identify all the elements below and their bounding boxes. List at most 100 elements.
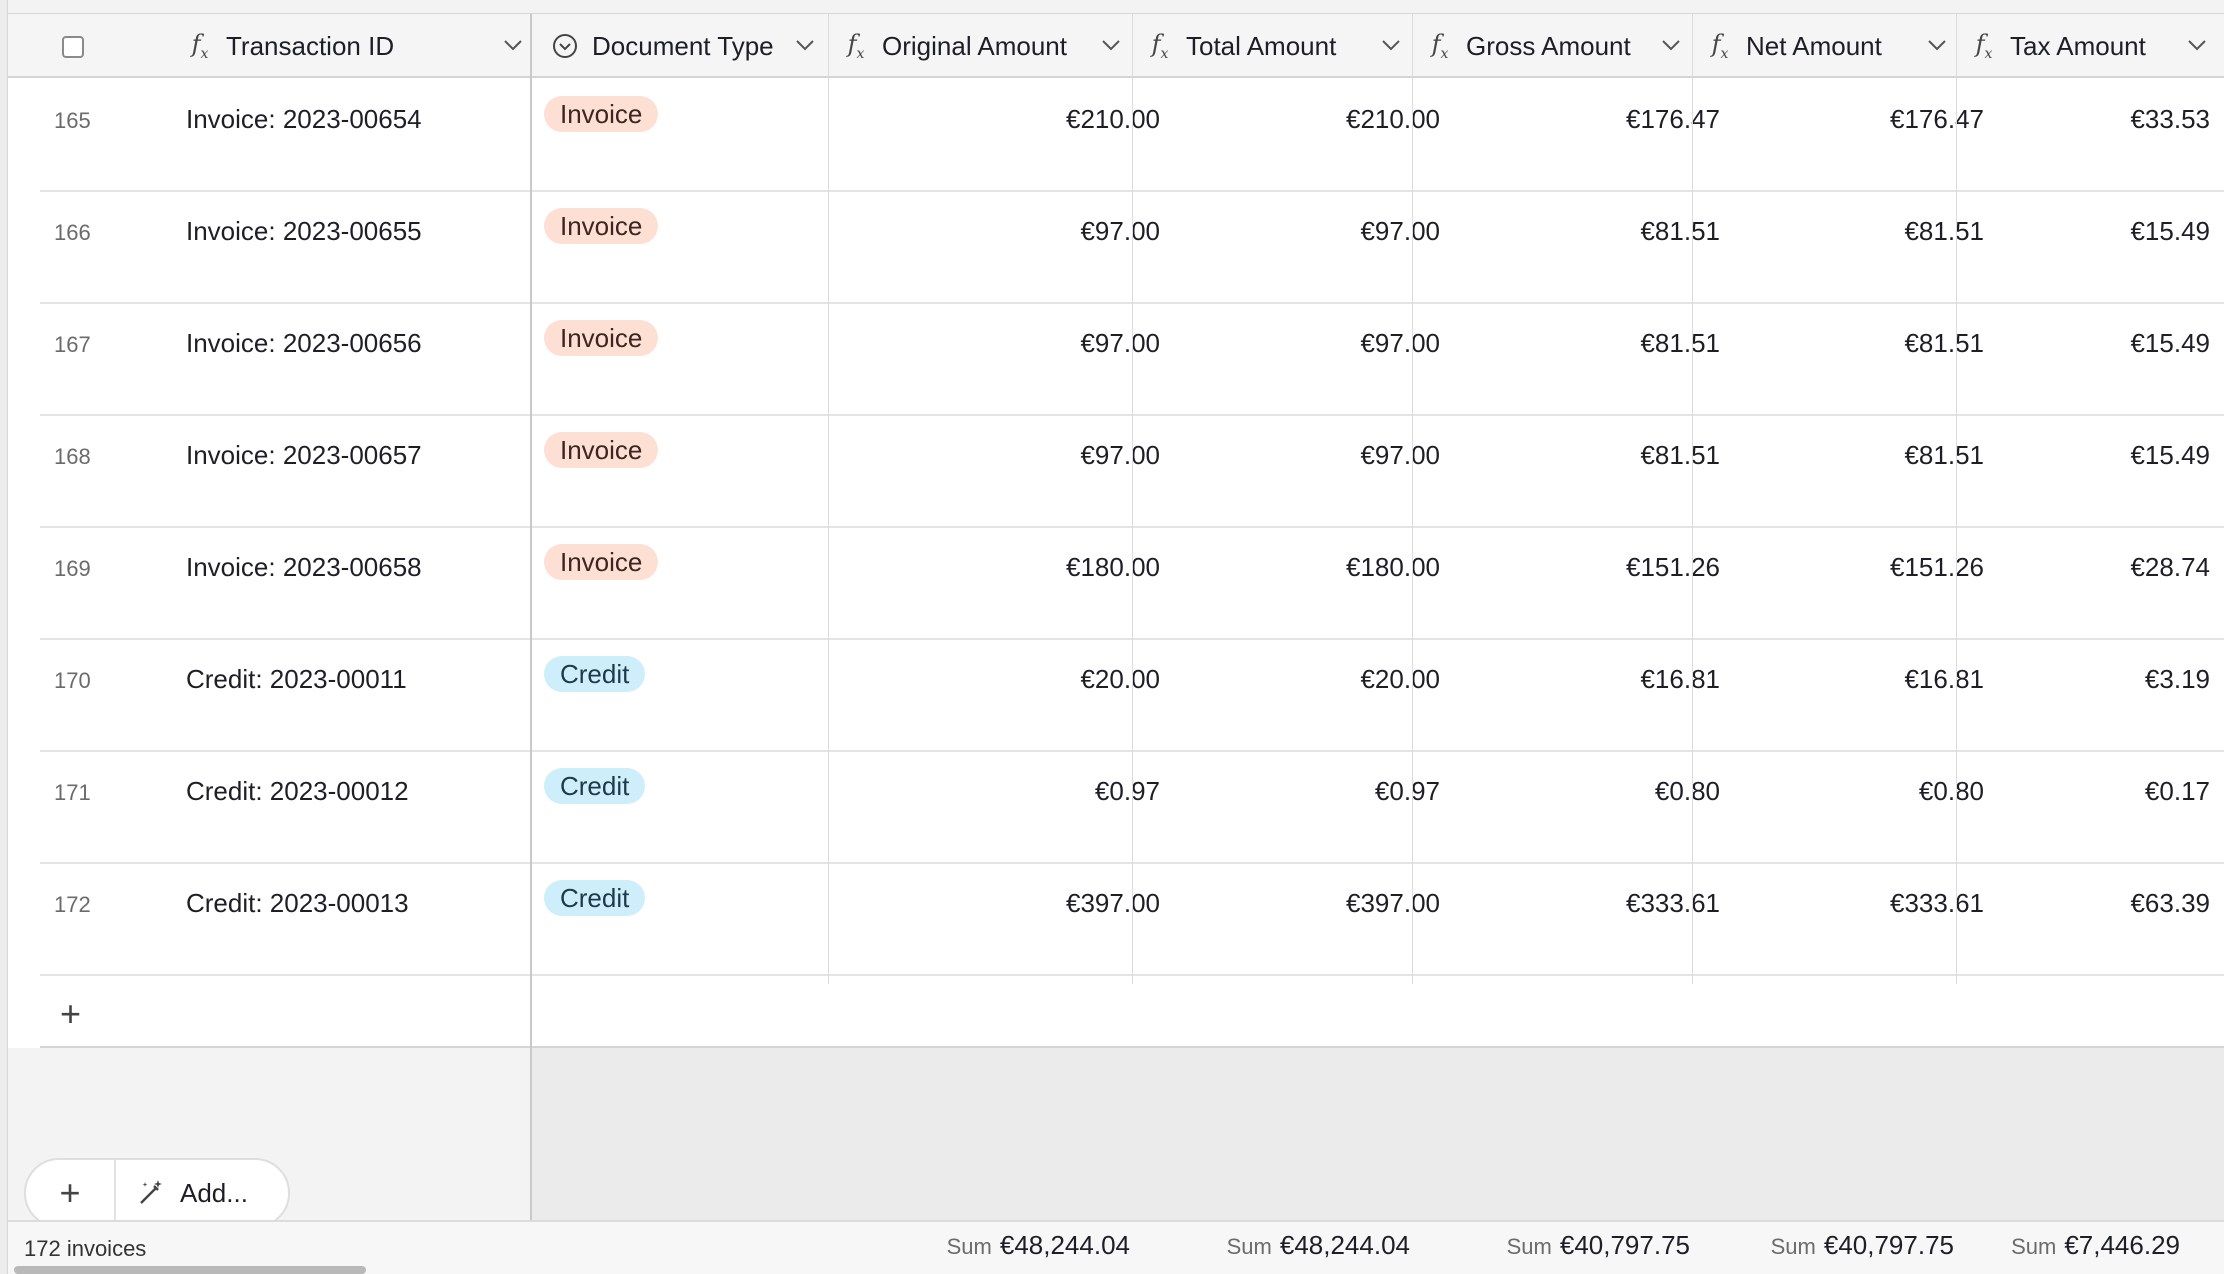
transaction-id-cell[interactable]: Credit: 2023-00012	[186, 776, 409, 806]
sum-tax-amount[interactable]: Sum €7,446.29	[2011, 1230, 2180, 1261]
sum-gross-amount[interactable]: Sum €40,797.75	[1507, 1230, 1690, 1261]
original-amount-cell[interactable]: €20.00	[1080, 664, 1160, 694]
column-header-net-amount[interactable]: fx Net Amount	[1706, 14, 1964, 78]
gross-amount-cell[interactable]: €333.61	[1626, 888, 1720, 918]
transaction-id-cell[interactable]: Invoice: 2023-00658	[186, 552, 422, 582]
total-amount-cell[interactable]: €97.00	[1360, 328, 1440, 358]
total-amount-cell[interactable]: €0.97	[1374, 776, 1440, 806]
formula-icon: fx	[1431, 30, 1449, 62]
row-number: 172	[54, 892, 91, 917]
transaction-id-cell[interactable]: Credit: 2023-00011	[186, 664, 407, 694]
total-amount-cell[interactable]: €97.00	[1360, 440, 1440, 470]
sum-value: €7,446.29	[2064, 1230, 2180, 1260]
original-amount-cell[interactable]: €180.00	[1066, 552, 1160, 582]
tax-amount-cell[interactable]: €3.19	[2144, 664, 2210, 694]
column-divider	[1412, 14, 1413, 984]
formula-icon: fx	[847, 30, 865, 62]
document-type-pill[interactable]: Invoice	[544, 432, 659, 468]
chevron-down-icon[interactable]	[794, 34, 816, 56]
document-type-pill[interactable]: Invoice	[544, 320, 659, 356]
document-type-pill[interactable]: Credit	[544, 880, 646, 916]
column-header-label: Tax Amount	[2010, 30, 2146, 61]
tax-amount-cell[interactable]: €33.53	[2130, 104, 2210, 134]
chevron-down-icon[interactable]	[1380, 34, 1402, 56]
gross-amount-cell[interactable]: €16.81	[1640, 664, 1720, 694]
plus-icon[interactable]: +	[60, 993, 82, 1034]
column-header-total-amount[interactable]: fx Total Amount	[1146, 14, 1418, 78]
top-border	[0, 0, 2224, 14]
horizontal-scrollbar[interactable]	[14, 1266, 366, 1274]
tax-amount-cell[interactable]: €0.17	[2144, 776, 2210, 806]
sum-value: €48,244.04	[1279, 1230, 1410, 1260]
column-divider	[1956, 14, 1957, 984]
sum-net-amount[interactable]: Sum €40,797.75	[1771, 1230, 1954, 1261]
sum-label: Sum	[1770, 1234, 1816, 1259]
document-type-pill[interactable]: Invoice	[544, 544, 659, 580]
net-amount-cell[interactable]: €151.26	[1890, 552, 1984, 582]
tax-amount-cell[interactable]: €28.74	[2130, 552, 2210, 582]
add-record-button[interactable]: +	[59, 1172, 81, 1213]
gross-amount-cell[interactable]: €81.51	[1640, 440, 1720, 470]
net-amount-cell[interactable]: €81.51	[1904, 328, 1984, 358]
original-amount-cell[interactable]: €0.97	[1094, 776, 1160, 806]
transaction-id-cell[interactable]: Invoice: 2023-00654	[186, 104, 422, 134]
tax-amount-cell[interactable]: €15.49	[2130, 216, 2210, 246]
gross-amount-cell[interactable]: €81.51	[1640, 216, 1720, 246]
gross-amount-cell[interactable]: €151.26	[1626, 552, 1720, 582]
original-amount-cell[interactable]: €210.00	[1066, 104, 1160, 134]
column-header-gross-amount[interactable]: fx Gross Amount	[1426, 14, 1698, 78]
total-amount-cell[interactable]: €180.00	[1346, 552, 1440, 582]
chevron-down-icon[interactable]	[502, 34, 524, 56]
column-header-tax-amount[interactable]: fx Tax Amount	[1970, 14, 2224, 78]
sum-value: €48,244.04	[999, 1230, 1130, 1260]
gross-amount-cell[interactable]: €81.51	[1640, 328, 1720, 358]
original-amount-cell[interactable]: €397.00	[1066, 888, 1160, 918]
single-select-icon	[553, 34, 577, 58]
net-amount-cell[interactable]: €81.51	[1904, 216, 1984, 246]
column-divider	[1132, 14, 1133, 984]
total-amount-cell[interactable]: €20.00	[1360, 664, 1440, 694]
tax-amount-cell[interactable]: €15.49	[2130, 440, 2210, 470]
gross-amount-cell[interactable]: €176.47	[1626, 104, 1720, 134]
gross-amount-cell[interactable]: €0.80	[1654, 776, 1720, 806]
original-amount-cell[interactable]: €97.00	[1080, 216, 1160, 246]
add-record-left	[40, 984, 532, 1048]
document-type-pill[interactable]: Invoice	[544, 96, 659, 132]
document-type-pill[interactable]: Credit	[544, 768, 646, 804]
transaction-id-cell[interactable]: Invoice: 2023-00655	[186, 216, 422, 246]
chevron-down-icon[interactable]	[1926, 34, 1948, 56]
tax-amount-cell[interactable]: €15.49	[2130, 328, 2210, 358]
total-amount-cell[interactable]: €397.00	[1346, 888, 1440, 918]
total-amount-cell[interactable]: €97.00	[1360, 216, 1440, 246]
net-amount-cell[interactable]: €16.81	[1904, 664, 1984, 694]
column-header-original-amount[interactable]: fx Original Amount	[842, 14, 1138, 78]
column-header-transaction-id[interactable]: fx Transaction ID	[186, 14, 540, 78]
net-amount-cell[interactable]: €0.80	[1918, 776, 1984, 806]
transaction-id-cell[interactable]: Credit: 2023-00013	[186, 888, 409, 918]
document-type-pill[interactable]: Credit	[544, 656, 646, 692]
net-amount-cell[interactable]: €176.47	[1890, 104, 1984, 134]
sum-original-amount[interactable]: Sum €48,244.04	[947, 1230, 1130, 1261]
chevron-down-icon[interactable]	[1100, 34, 1122, 56]
original-amount-cell[interactable]: €97.00	[1080, 440, 1160, 470]
add-record-row[interactable]: +	[40, 984, 2224, 1048]
tax-amount-cell[interactable]: €63.39	[2130, 888, 2210, 918]
select-all-checkbox[interactable]	[62, 36, 84, 58]
transaction-id-cell[interactable]: Invoice: 2023-00657	[186, 440, 422, 470]
original-amount-cell[interactable]: €97.00	[1080, 328, 1160, 358]
add-button[interactable]: Add...	[116, 1160, 288, 1226]
chevron-down-icon[interactable]	[1660, 34, 1682, 56]
net-amount-cell[interactable]: €333.61	[1890, 888, 1984, 918]
document-type-pill[interactable]: Invoice	[544, 208, 659, 244]
total-amount-cell[interactable]: €210.00	[1346, 104, 1440, 134]
sum-value: €40,797.75	[1823, 1230, 1954, 1260]
net-amount-cell[interactable]: €81.51	[1904, 440, 1984, 470]
sum-total-amount[interactable]: Sum €48,244.04	[1227, 1230, 1410, 1261]
row-number: 166	[54, 220, 91, 245]
transaction-id-cell[interactable]: Invoice: 2023-00656	[186, 328, 422, 358]
chevron-down-icon[interactable]	[2186, 34, 2208, 56]
sum-value: €40,797.75	[1559, 1230, 1690, 1260]
magic-wand-icon	[140, 1180, 162, 1204]
column-header-document-type[interactable]: Document Type	[542, 14, 832, 78]
